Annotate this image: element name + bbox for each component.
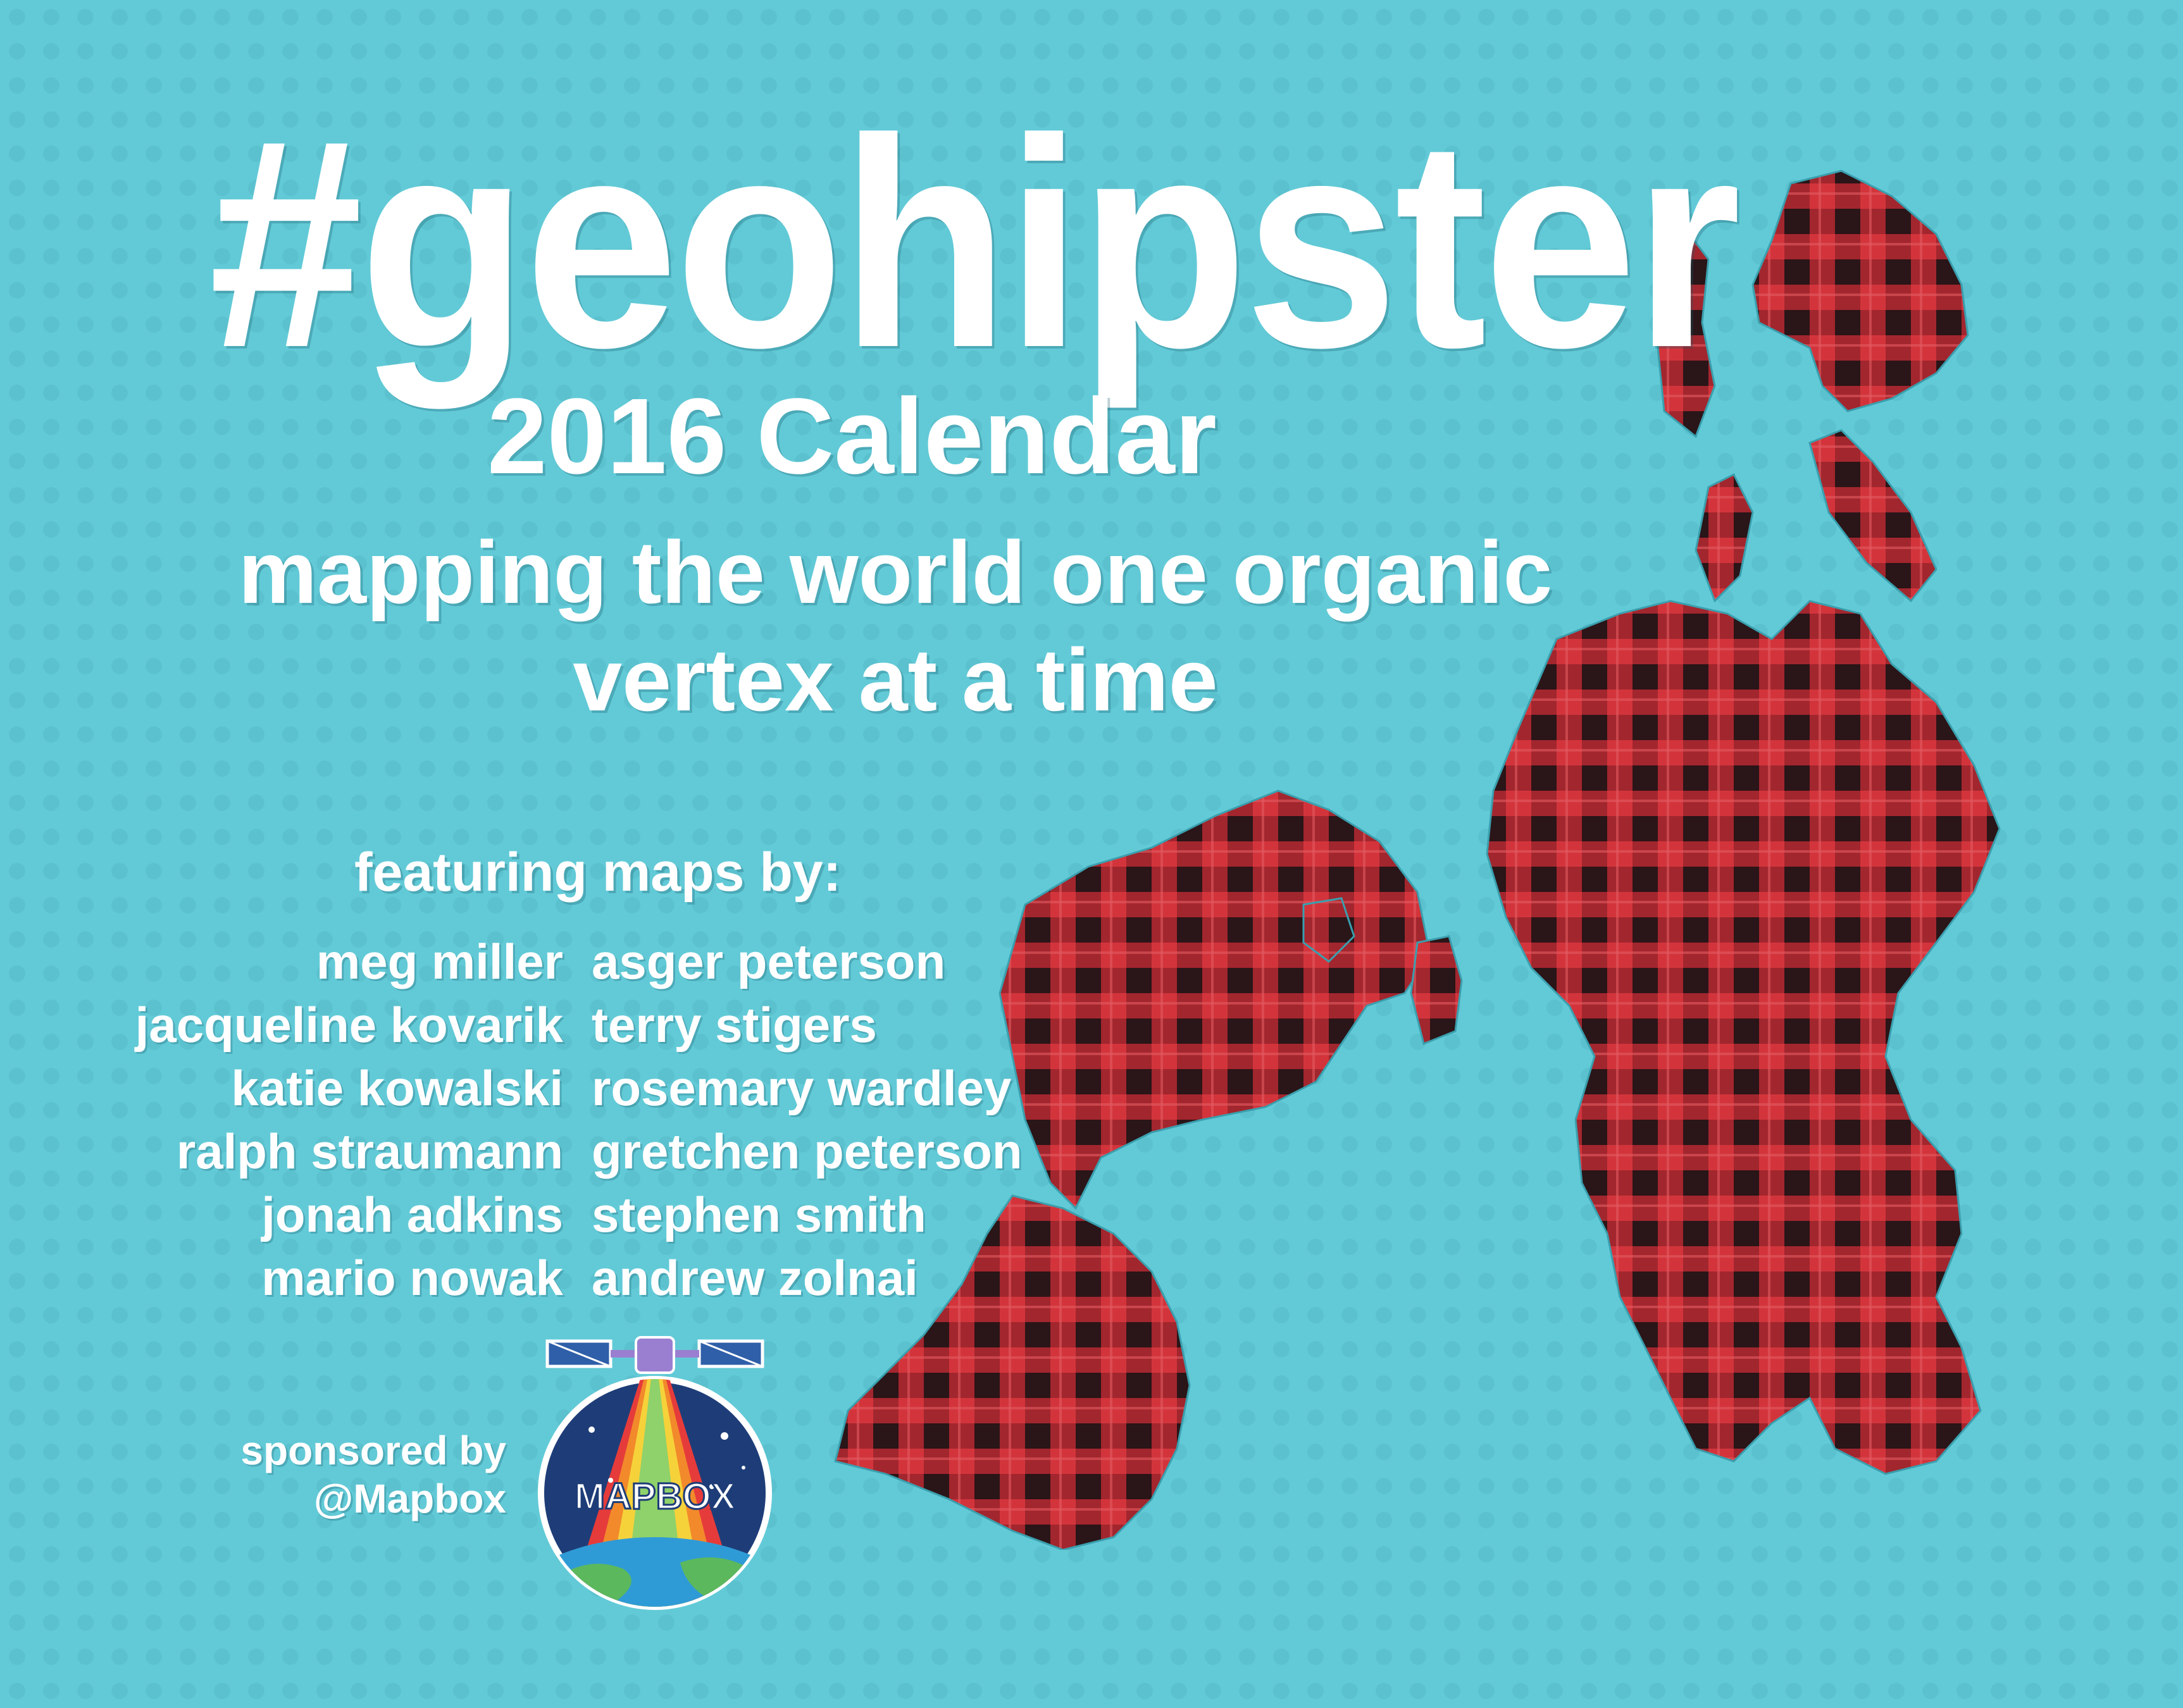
map-island-center-2 bbox=[1302, 897, 1355, 963]
contributor-name: meg miller bbox=[316, 934, 563, 989]
logo-wordmark: MAPBOX bbox=[575, 1476, 736, 1517]
contributor-name: gretchen peterson bbox=[592, 1123, 1023, 1179]
contributor-name: stephen smith bbox=[592, 1187, 926, 1242]
tagline-line-2: vertex at a time bbox=[573, 630, 1218, 729]
map-island-greenland bbox=[1751, 170, 1969, 412]
contributor-name: jacqueline kovarik bbox=[135, 997, 563, 1053]
map-continent-main bbox=[1486, 600, 2001, 1475]
map-island-north-1 bbox=[1657, 232, 1716, 438]
tagline-line-1: mapping the world one organic bbox=[238, 523, 1553, 622]
page-title: #geohipster bbox=[209, 77, 1741, 409]
map-island-north-2 bbox=[1808, 429, 1937, 603]
map-continent-west bbox=[998, 789, 1431, 1210]
mapbox-logo: MAPBOX bbox=[538, 1336, 772, 1610]
contributor-name: asger peterson bbox=[592, 934, 946, 989]
contributor-name: katie kowalski bbox=[231, 1060, 563, 1116]
calendar-subtitle: 2016 Calendar bbox=[487, 376, 1217, 497]
contributor-name: rosemary wardley bbox=[592, 1060, 1012, 1116]
plaid-world-map bbox=[834, 170, 2001, 1550]
contributor-name: jonah adkins bbox=[261, 1187, 563, 1242]
tagline: mapping the world one organic vertex at … bbox=[0, 519, 1791, 734]
satellite-icon bbox=[545, 1336, 764, 1374]
map-continent-south bbox=[834, 1194, 1191, 1550]
contributor-name: mario nowak bbox=[261, 1250, 563, 1306]
contributors-right-column: asger peterson terry stigers rosemary wa… bbox=[592, 930, 1098, 1309]
sponsor-line-1: sponsored by bbox=[240, 1428, 506, 1473]
sponsor-line-2: @Mapbox bbox=[313, 1476, 506, 1521]
contributor-name: ralph straumann bbox=[176, 1123, 563, 1179]
contributors-left-column: meg miller jacqueline kovarik katie kowa… bbox=[127, 930, 563, 1309]
contributor-name: andrew zolnai bbox=[592, 1250, 918, 1306]
sponsor-credit: sponsored by @Mapbox bbox=[190, 1426, 506, 1523]
featuring-heading: featuring maps by: bbox=[354, 842, 842, 903]
map-island-center-1 bbox=[1410, 935, 1463, 1046]
map-island-north-3 bbox=[1695, 473, 1754, 603]
contributor-name: terry stigers bbox=[592, 997, 877, 1053]
